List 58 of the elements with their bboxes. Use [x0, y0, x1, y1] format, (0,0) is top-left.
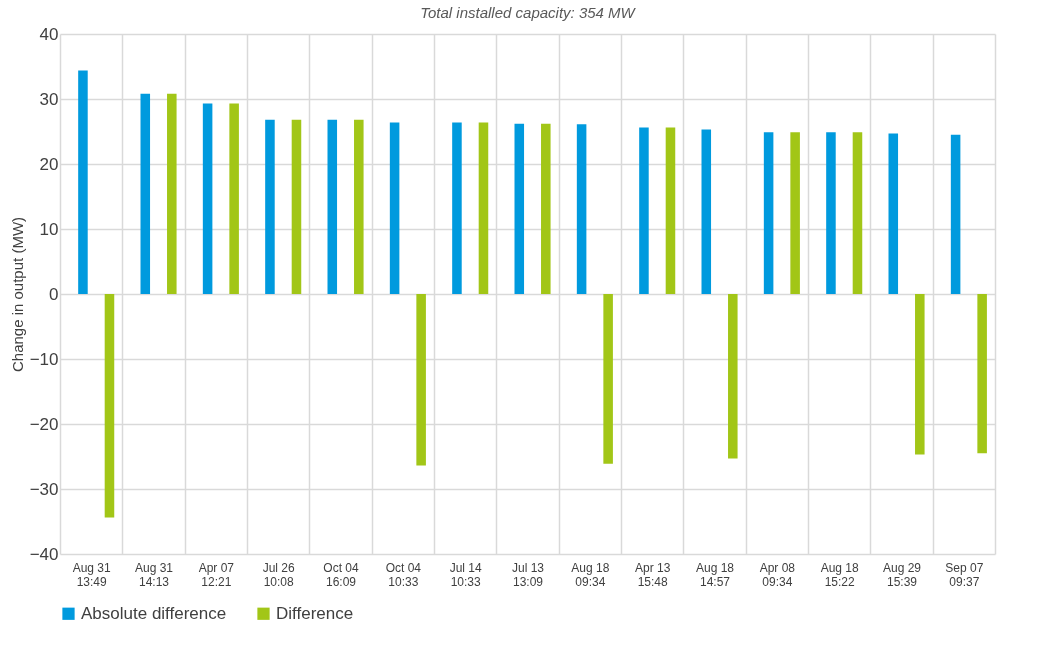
- y-tick-label: −10: [29, 349, 59, 369]
- bar: [452, 122, 462, 294]
- bar: [541, 123, 551, 294]
- y-tick-label: 10: [39, 219, 59, 239]
- y-tick-label: −20: [29, 414, 59, 434]
- x-tick-label: Aug 18 09:34: [571, 560, 610, 589]
- y-tick-label: 20: [39, 154, 59, 174]
- bar: [728, 294, 738, 459]
- y-axis-title: Change in output (MW): [8, 216, 26, 373]
- bar: [888, 133, 899, 294]
- x-tick-label: Sep 07 09:37: [945, 560, 984, 589]
- y-tick-label: −40: [29, 544, 59, 564]
- x-tick-label: Jul 26 10:08: [262, 560, 295, 589]
- x-tick-label: Apr 13 15:48: [634, 560, 671, 589]
- bar: [389, 122, 400, 294]
- x-tick-label: Oct 04 16:09: [323, 560, 359, 589]
- bar: [140, 93, 151, 294]
- bar: [790, 132, 800, 294]
- bar: [950, 134, 961, 294]
- bar: [78, 70, 88, 294]
- bar: [639, 127, 649, 294]
- bar: [291, 119, 302, 294]
- bar: [104, 294, 115, 518]
- x-tick-label: Oct 04 10:33: [385, 560, 422, 589]
- chart-title: Total installed capacity: 354 MW: [420, 4, 637, 21]
- y-tick-label: 40: [39, 24, 59, 44]
- y-tick-label: 30: [39, 89, 59, 109]
- bar: [354, 119, 364, 294]
- bar: [603, 294, 613, 464]
- bar: [478, 122, 489, 294]
- y-tick-label: −30: [29, 479, 59, 499]
- x-tick-label: Aug 31 14:13: [134, 560, 174, 589]
- x-tick-label: Jul 13 13:09: [511, 560, 545, 589]
- x-tick-label: Jul 14 10:33: [449, 560, 482, 589]
- legend-label: Absolute difference: [81, 603, 227, 623]
- bar: [416, 294, 426, 466]
- bar: [167, 93, 177, 294]
- bar: [852, 132, 863, 294]
- x-tick-label: Aug 18 14:57: [695, 560, 735, 589]
- y-tick-label: 0: [49, 284, 59, 304]
- bar: [701, 129, 712, 294]
- legend-label: Difference: [276, 603, 354, 623]
- x-tick-label: Aug 29 15:39: [882, 560, 922, 589]
- bar: [763, 132, 774, 294]
- bar: [514, 123, 525, 294]
- x-tick-label: Apr 07 12:21: [198, 560, 235, 589]
- x-tick-label: Aug 31 13:49: [72, 560, 111, 589]
- bar: [202, 103, 213, 294]
- x-tick-label: Apr 08 09:34: [759, 560, 796, 589]
- x-tick-label: Aug 18 15:22: [820, 560, 859, 589]
- bar: [327, 119, 338, 294]
- bar: [977, 294, 987, 454]
- bar: [665, 127, 676, 294]
- bar: [265, 119, 275, 294]
- bar: [229, 103, 239, 294]
- bar: [576, 124, 587, 294]
- bar: [915, 294, 925, 455]
- bar: [826, 132, 836, 294]
